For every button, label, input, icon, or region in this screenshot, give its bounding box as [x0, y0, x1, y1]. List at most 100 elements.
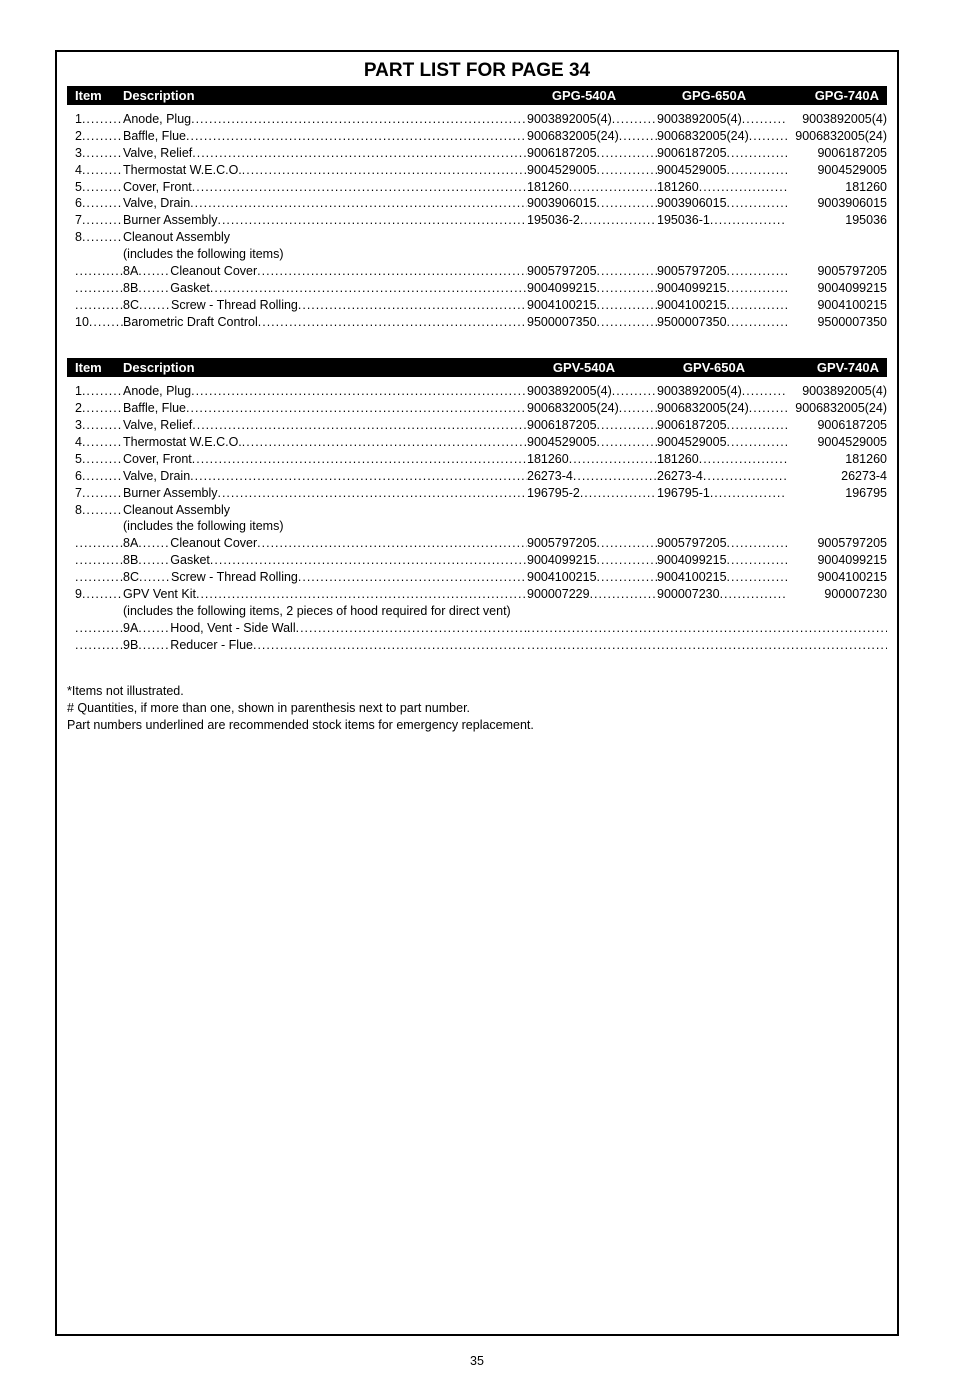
dot-leader — [727, 535, 787, 552]
dot-leader — [190, 468, 527, 485]
value-col-a: 9003892005(4) — [527, 383, 657, 400]
description-cell: Cover, Front — [123, 179, 527, 196]
value-col-c: 181260 — [787, 179, 887, 196]
description-cell: Cleanout Assembly — [123, 229, 887, 246]
dot-leader — [82, 212, 123, 229]
footnote-line: # Quantities, if more than one, shown in… — [67, 700, 887, 717]
value-text: 9004529005 — [527, 434, 597, 451]
value-col-a: 26273-4 — [527, 468, 657, 485]
value-col-c: 9500007350 — [787, 314, 887, 331]
description-cell: Valve, Relief — [123, 145, 527, 162]
dot-leader — [612, 383, 657, 400]
value-col-c: 9006187205 — [787, 145, 887, 162]
item-cell: 7 — [75, 212, 123, 229]
dot-leader — [82, 485, 123, 502]
value-text: 900007230 — [824, 586, 887, 603]
description-cell: Cleanout Assembly — [123, 502, 887, 519]
dot-leader — [192, 417, 527, 434]
dot-leader — [612, 111, 657, 128]
dot-leader — [138, 535, 170, 552]
dot-leader — [75, 637, 123, 654]
dot-leader — [191, 383, 527, 400]
description-text: GPV Vent Kit — [123, 586, 196, 603]
item-cell: 7 — [75, 485, 123, 502]
dot-leader — [82, 417, 123, 434]
dot-leader — [210, 280, 527, 297]
description-text: Valve, Relief — [123, 145, 192, 162]
dot-leader — [139, 569, 171, 586]
value-text: 196795-1 — [657, 485, 710, 502]
description-cell: Valve, Drain — [123, 468, 527, 485]
value-text: 181260 — [657, 179, 699, 196]
table-row: 2Baffle, Flue9006832005(24)9006832005(24… — [75, 128, 887, 145]
dot-leader — [82, 179, 123, 196]
dot-leader — [82, 468, 123, 485]
dot-leader — [82, 195, 123, 212]
value-text: 9004100215 — [817, 297, 887, 314]
dot-leader — [82, 586, 123, 603]
dot-leader — [196, 586, 527, 603]
dot-leader — [710, 485, 787, 502]
value-text: 900007229 — [527, 586, 590, 603]
value-text: 9006187205 — [527, 145, 597, 162]
description-text: Burner Assembly — [123, 485, 217, 502]
dot-leader — [82, 383, 123, 400]
value-col-b: 9003892005(4) — [657, 383, 787, 400]
dot-leader — [242, 162, 527, 179]
description-text: Thermostat W.E.C.O. — [123, 162, 242, 179]
value-col-a: 9003906015 — [527, 195, 657, 212]
value-col-b: 195036-1 — [657, 212, 787, 229]
description-text: Cover, Front — [123, 451, 192, 468]
value-col-a: 195036-2 — [527, 212, 657, 229]
dot-leader — [580, 212, 657, 229]
dot-leader — [217, 485, 527, 502]
value-text: 195036-2 — [527, 212, 580, 229]
dot-leader — [569, 179, 657, 196]
dot-leader — [253, 637, 527, 654]
value-text: 9004100215 — [657, 569, 727, 586]
dot-leader — [597, 434, 657, 451]
value-col-c: 9004529005 — [787, 162, 887, 179]
value-text: 9004100215 — [527, 569, 597, 586]
description-text: Cleanout Cover — [170, 535, 257, 552]
value-text: 195036 — [845, 212, 887, 229]
description-cell: Baffle, Flue — [123, 128, 527, 145]
sub-item-number: 9A — [123, 620, 138, 637]
value-text: 9004529005 — [657, 162, 727, 179]
value-col-b: 26273-4 — [657, 468, 787, 485]
value-text: 9005797205 — [817, 263, 887, 280]
dot-leader — [727, 195, 787, 212]
item-number: 7 — [75, 212, 82, 229]
dot-leader — [191, 111, 527, 128]
dot-leader — [619, 128, 657, 145]
value-col-c: 196795 — [787, 485, 887, 502]
dot-leader — [82, 502, 123, 519]
description-cell: (includes the following items, 2 pieces … — [123, 603, 887, 620]
value-text: 9005797205 — [527, 535, 597, 552]
value-text: 26273-4 — [657, 468, 703, 485]
item-number: 2 — [75, 128, 82, 145]
table-row: 8Cleanout Assembly — [75, 502, 887, 519]
description-text: Baffle, Flue — [123, 400, 186, 417]
dot-leader — [298, 569, 527, 586]
value-text: 9006187205 — [657, 417, 727, 434]
table-row: 9GPV Vent Kit900007229900007230900007230 — [75, 586, 887, 603]
dot-leader — [75, 620, 123, 637]
header-description: Description — [123, 88, 519, 103]
value-text: 9004099215 — [657, 280, 727, 297]
value-text: 195036-1 — [657, 212, 710, 229]
dot-leader — [597, 417, 657, 434]
description-text: Cleanout Assembly — [123, 502, 230, 519]
table-row: 8BGasket900409921590040992159004099215 — [75, 280, 887, 297]
item-cell — [75, 535, 123, 552]
header-description: Description — [123, 360, 519, 375]
table-row: 3Valve, Relief90061872059006187205900618… — [75, 145, 887, 162]
value-text: 181260 — [527, 451, 569, 468]
description-text: Gasket — [170, 280, 210, 297]
dot-leader — [298, 297, 527, 314]
description-cell: Barometric Draft Control — [123, 314, 527, 331]
value-col-b: 9004099215 — [657, 552, 787, 569]
description-cell: (includes the following items) — [123, 518, 887, 535]
value-col-c: 195036 — [787, 212, 887, 229]
value-col-c: 26273-4 — [787, 468, 887, 485]
